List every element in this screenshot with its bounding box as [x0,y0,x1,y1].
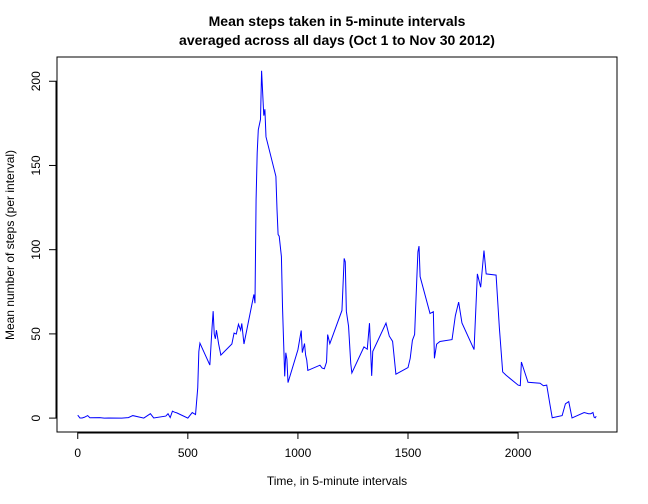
data-line [77,70,597,419]
x-axis-label: Time, in 5-minute intervals [267,474,407,488]
y-tick-label: 100 [29,239,43,259]
x-tick-label: 1000 [285,446,312,460]
y-tick-label: 50 [29,327,43,341]
y-tick-label: 0 [29,414,43,421]
x-tick-label: 500 [178,446,198,460]
chart-title: averaged across all days (Oct 1 to Nov 3… [179,32,495,48]
y-tick-label: 200 [29,71,43,91]
y-axis-label: Mean number of steps (per interval) [3,150,17,340]
plot-frame [56,56,618,433]
x-tick-label: 0 [74,446,81,460]
x-tick-label: 2000 [505,446,532,460]
y-tick-label: 150 [29,155,43,175]
x-tick-label: 1500 [395,446,422,460]
chart-title: Mean steps taken in 5-minute intervals [209,13,466,29]
